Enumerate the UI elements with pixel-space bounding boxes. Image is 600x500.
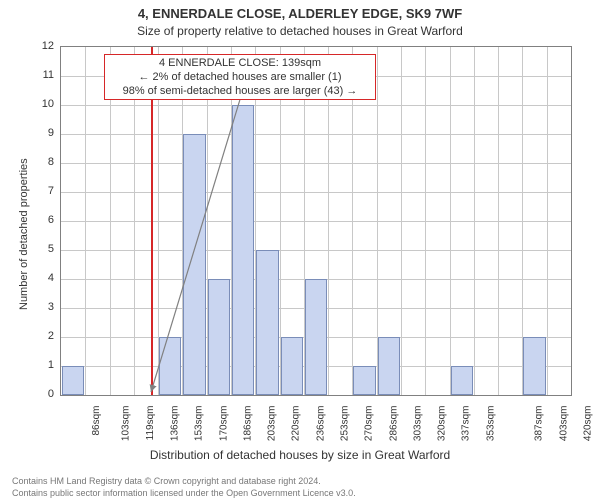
gridline-h [61, 163, 571, 164]
x-tick-label: 353sqm [485, 406, 496, 442]
gridline-v [498, 47, 499, 395]
annotation-arrow [143, 92, 248, 400]
bar [281, 337, 303, 395]
x-tick-label: 337sqm [461, 406, 472, 442]
y-tick-label: 4 [36, 272, 54, 284]
y-tick-label: 8 [36, 156, 54, 168]
x-tick-label: 253sqm [340, 406, 351, 442]
x-tick-label: 170sqm [218, 406, 229, 442]
bar [523, 337, 545, 395]
gridline-v [425, 47, 426, 395]
y-axis-label: Number of detached properties [18, 158, 30, 310]
y-tick-label: 11 [36, 69, 54, 81]
annotation-line1: 4 ENNERDALE CLOSE: 139sqm [109, 57, 371, 71]
x-tick-label: 203sqm [267, 406, 278, 442]
gridline-h [61, 192, 571, 193]
gridline-v [401, 47, 402, 395]
x-tick-label: 86sqm [91, 406, 102, 436]
x-tick-label: 103sqm [121, 406, 132, 442]
y-tick-label: 12 [36, 40, 54, 52]
footer-line2: Contains public sector information licen… [12, 488, 356, 498]
bar [353, 366, 375, 395]
gridline-v [547, 47, 548, 395]
gridline-h [61, 221, 571, 222]
bar [305, 279, 327, 395]
y-tick-label: 1 [36, 359, 54, 371]
chart-title-line1: 4, ENNERDALE CLOSE, ALDERLEY EDGE, SK9 7… [0, 6, 600, 21]
y-tick-label: 10 [36, 98, 54, 110]
annotation-line2: ← 2% of detached houses are smaller (1) [109, 71, 371, 85]
x-tick-label: 236sqm [315, 406, 326, 442]
x-tick-label: 320sqm [437, 406, 448, 442]
bar [378, 337, 400, 395]
bar [256, 250, 278, 395]
bar [451, 366, 473, 395]
x-tick-label: 136sqm [170, 406, 181, 442]
x-tick-label: 303sqm [412, 406, 423, 442]
gridline-h [61, 134, 571, 135]
chart-container: 4, ENNERDALE CLOSE, ALDERLEY EDGE, SK9 7… [0, 0, 600, 500]
x-tick-label: 387sqm [534, 406, 545, 442]
x-tick-label: 153sqm [194, 406, 205, 442]
x-tick-label: 403sqm [558, 406, 569, 442]
footer-line1: Contains HM Land Registry data © Crown c… [12, 476, 321, 486]
y-tick-label: 9 [36, 127, 54, 139]
x-axis-label: Distribution of detached houses by size … [0, 448, 600, 462]
gridline-h [61, 105, 571, 106]
chart-title-line2: Size of property relative to detached ho… [0, 24, 600, 38]
y-tick-label: 3 [36, 301, 54, 313]
x-tick-label: 220sqm [291, 406, 302, 442]
x-tick-label: 270sqm [364, 406, 375, 442]
x-tick-label: 286sqm [388, 406, 399, 442]
x-tick-label: 420sqm [582, 406, 593, 442]
bar [62, 366, 84, 395]
gridline-v [450, 47, 451, 395]
y-tick-label: 0 [36, 388, 54, 400]
y-tick-label: 5 [36, 243, 54, 255]
y-tick-label: 6 [36, 214, 54, 226]
x-tick-label: 186sqm [242, 406, 253, 442]
gridline-v [85, 47, 86, 395]
gridline-v [474, 47, 475, 395]
x-tick-label: 119sqm [145, 406, 156, 441]
y-tick-label: 7 [36, 185, 54, 197]
y-tick-label: 2 [36, 330, 54, 342]
gridline-h [61, 250, 571, 251]
